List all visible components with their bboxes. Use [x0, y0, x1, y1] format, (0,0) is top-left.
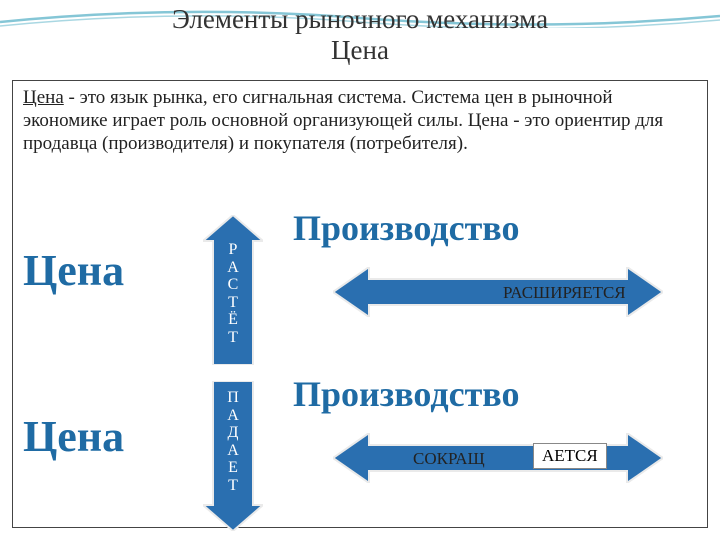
- content-frame: Цена - это язык рынка, его сигнальная си…: [12, 80, 708, 528]
- price-label-1: Цена: [23, 245, 124, 296]
- arrow-down: П А Д А Е Т: [203, 381, 263, 536]
- row-price-grows: Цена Р А С Т Ё Т Производство РАСШИРЯЕТС…: [13, 215, 707, 365]
- title-line-2: Цена: [0, 35, 720, 66]
- caption-shrinks-left: СОКРАЩ: [413, 449, 485, 469]
- title-line-1: Элементы рыночного механизма: [0, 4, 720, 35]
- double-arrow-2: [333, 433, 663, 488]
- caption-expands: РАСШИРЯЕТСЯ: [503, 283, 626, 303]
- page-title: Элементы рыночного механизма Цена: [0, 0, 720, 66]
- intro-paragraph: Цена - это язык рынка, его сигнальная си…: [13, 81, 707, 155]
- intro-rest: - это язык рынка, его сигнальная система…: [23, 87, 663, 154]
- intro-lead: Цена: [23, 87, 64, 108]
- row-price-falls: Цена П А Д А Е Т Производство СОКРАЩ АЕТ…: [13, 381, 707, 531]
- production-label-1: Производство: [293, 207, 519, 249]
- arrow-down-text: П А Д А Е Т: [213, 389, 253, 495]
- price-label-2: Цена: [23, 411, 124, 462]
- arrow-up: Р А С Т Ё Т: [203, 215, 263, 370]
- caption-shrinks-fragment: АЕТСЯ: [533, 443, 607, 469]
- arrow-up-text: Р А С Т Ё Т: [213, 241, 253, 347]
- production-label-2: Производство: [293, 373, 519, 415]
